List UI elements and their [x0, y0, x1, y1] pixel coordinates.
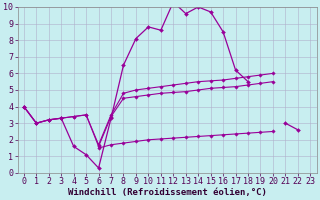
X-axis label: Windchill (Refroidissement éolien,°C): Windchill (Refroidissement éolien,°C) [68, 188, 267, 197]
